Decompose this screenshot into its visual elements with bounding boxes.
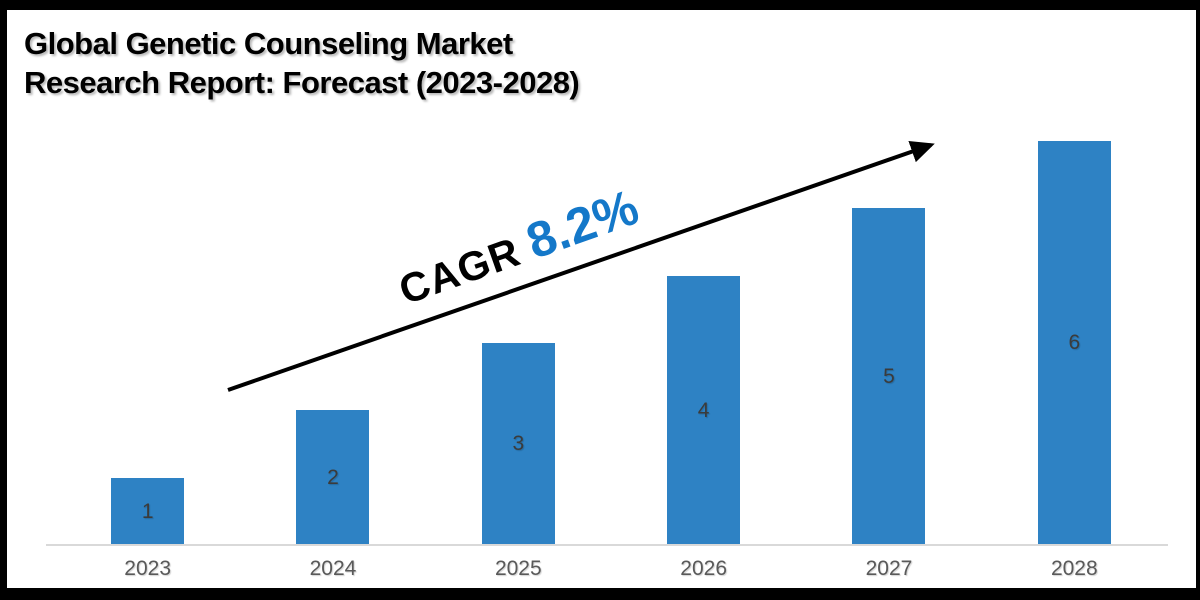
x-tick-2023: 2023 <box>124 557 172 580</box>
bar-value-label: 5 <box>883 364 895 388</box>
x-tick-2026: 2026 <box>680 557 727 580</box>
x-tick-2027: 2027 <box>865 557 913 580</box>
bar-slot: 1 <box>55 10 240 545</box>
slide: Global Genetic Counseling Market Researc… <box>7 10 1196 588</box>
bar-2024: 2 <box>296 410 370 545</box>
x-axis-ticks: 2023 2024 2025 2026 2027 2028 <box>55 557 1167 581</box>
bar-slot: 6 <box>982 10 1167 545</box>
bar-2025: 3 <box>481 343 555 545</box>
chart-title-line2: Research Report: Forecast (2023-2028) <box>24 65 580 100</box>
bar-value-label: 1 <box>141 499 154 523</box>
bar-2027: 5 <box>852 208 926 545</box>
x-tick-2028: 2028 <box>1050 557 1098 580</box>
chart-title: Global Genetic Counseling Market Researc… <box>24 24 580 102</box>
bar-slot: 2 <box>240 10 425 545</box>
bar-2028: 6 <box>1037 141 1111 545</box>
bar-value-label: 6 <box>1068 331 1081 354</box>
bar-value-label: 3 <box>512 432 525 455</box>
bar-2026: 4 <box>667 276 741 545</box>
x-tick-2025: 2025 <box>494 557 542 580</box>
bar-slot: 5 <box>796 10 981 545</box>
x-tick-2024: 2024 <box>309 557 357 580</box>
bar-value-label: 2 <box>327 465 339 489</box>
bar-slot: 4 <box>611 10 796 545</box>
x-axis-line <box>46 544 1168 546</box>
chart-title-line1: Global Genetic Counseling Market <box>24 26 513 61</box>
bar-value-label: 4 <box>697 398 710 422</box>
bar-2023: 1 <box>111 478 185 545</box>
bars-row: 1 2 3 4 5 6 <box>55 10 1167 545</box>
